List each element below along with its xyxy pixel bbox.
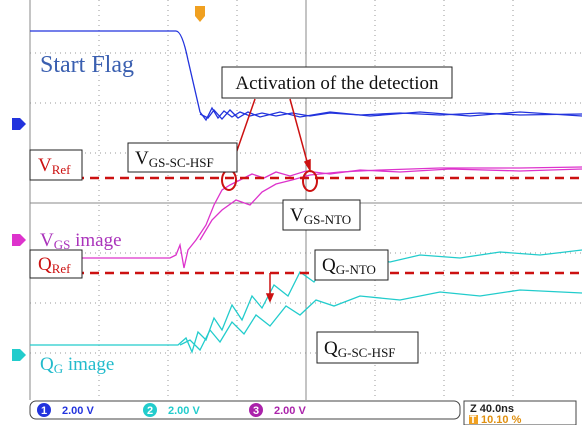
start-flag-label: Start Flag bbox=[40, 52, 134, 78]
channel-scale: 2.00 V bbox=[62, 405, 94, 417]
annotation-box bbox=[221, 66, 453, 99]
q-g-sc-hsf-label: QG-SC-HSF bbox=[324, 338, 396, 360]
channel-number: 2 bbox=[147, 405, 153, 417]
trigger-level: 10.10 % bbox=[481, 414, 522, 425]
annotation-box bbox=[316, 331, 419, 364]
channel-number: 3 bbox=[253, 405, 259, 417]
annotation-box bbox=[314, 249, 389, 281]
trigger-icon: T bbox=[470, 414, 477, 425]
vgs-trace-2 bbox=[199, 166, 582, 241]
qg-trace-nto bbox=[30, 249, 582, 354]
annotation-box bbox=[282, 199, 361, 231]
channel-scale: 2.00 V bbox=[168, 405, 200, 417]
qg-trace-sc-hsf bbox=[179, 289, 582, 352]
timebase: Z 40.0ns bbox=[470, 403, 514, 415]
annotation-box bbox=[127, 142, 238, 173]
q-g-image-label: QG image bbox=[40, 354, 114, 376]
annotation-box bbox=[29, 249, 83, 279]
v-gs-nto-label: VGS-NTO bbox=[290, 205, 351, 227]
start-flag-trace-2 bbox=[199, 108, 582, 120]
q-g-nto-label: QG-NTO bbox=[322, 255, 376, 277]
channel-scale: 2.00 V bbox=[274, 405, 306, 417]
v-gs-image-label: VGS image bbox=[40, 230, 122, 252]
annotation-box bbox=[29, 149, 83, 181]
status-bar: 1 2.00 V 2 2.00 V 3 2.00 V Z 40.0ns T 10… bbox=[29, 400, 577, 425]
q-ref-label: QRef bbox=[38, 254, 71, 276]
channel-number: 1 bbox=[41, 405, 47, 417]
activation-label: Activation of the detection bbox=[235, 73, 439, 94]
channel-markers bbox=[12, 6, 205, 361]
v-ref-label: VRef bbox=[38, 155, 71, 177]
waveforms bbox=[30, 30, 582, 354]
v-gs-sc-hsf-label: VGS-SC-HSF bbox=[135, 148, 214, 170]
